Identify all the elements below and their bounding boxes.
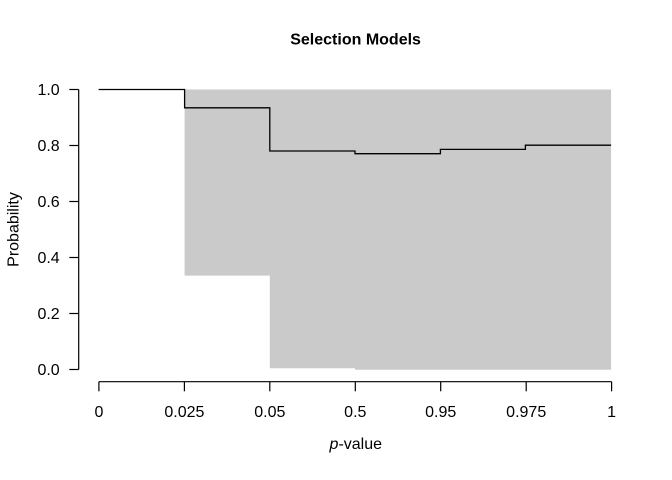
svg-text:0.95: 0.95: [425, 404, 456, 421]
svg-text:1.0: 1.0: [37, 82, 59, 99]
svg-text:0.5: 0.5: [344, 404, 366, 421]
svg-text:0.025: 0.025: [164, 404, 204, 421]
svg-text:0.2: 0.2: [37, 306, 59, 323]
svg-text:Selection Models: Selection Models: [290, 31, 421, 48]
svg-text:0.0: 0.0: [37, 362, 59, 379]
svg-text:0: 0: [94, 404, 103, 421]
svg-text:0.8: 0.8: [37, 138, 59, 155]
svg-text:0.6: 0.6: [37, 194, 59, 211]
svg-text:0.975: 0.975: [506, 404, 546, 421]
svg-text:p-value: p-value: [329, 436, 383, 453]
svg-text:1: 1: [607, 404, 616, 421]
svg-text:Probability: Probability: [5, 192, 22, 267]
svg-text:0.05: 0.05: [254, 404, 285, 421]
svg-text:0.4: 0.4: [37, 250, 59, 267]
